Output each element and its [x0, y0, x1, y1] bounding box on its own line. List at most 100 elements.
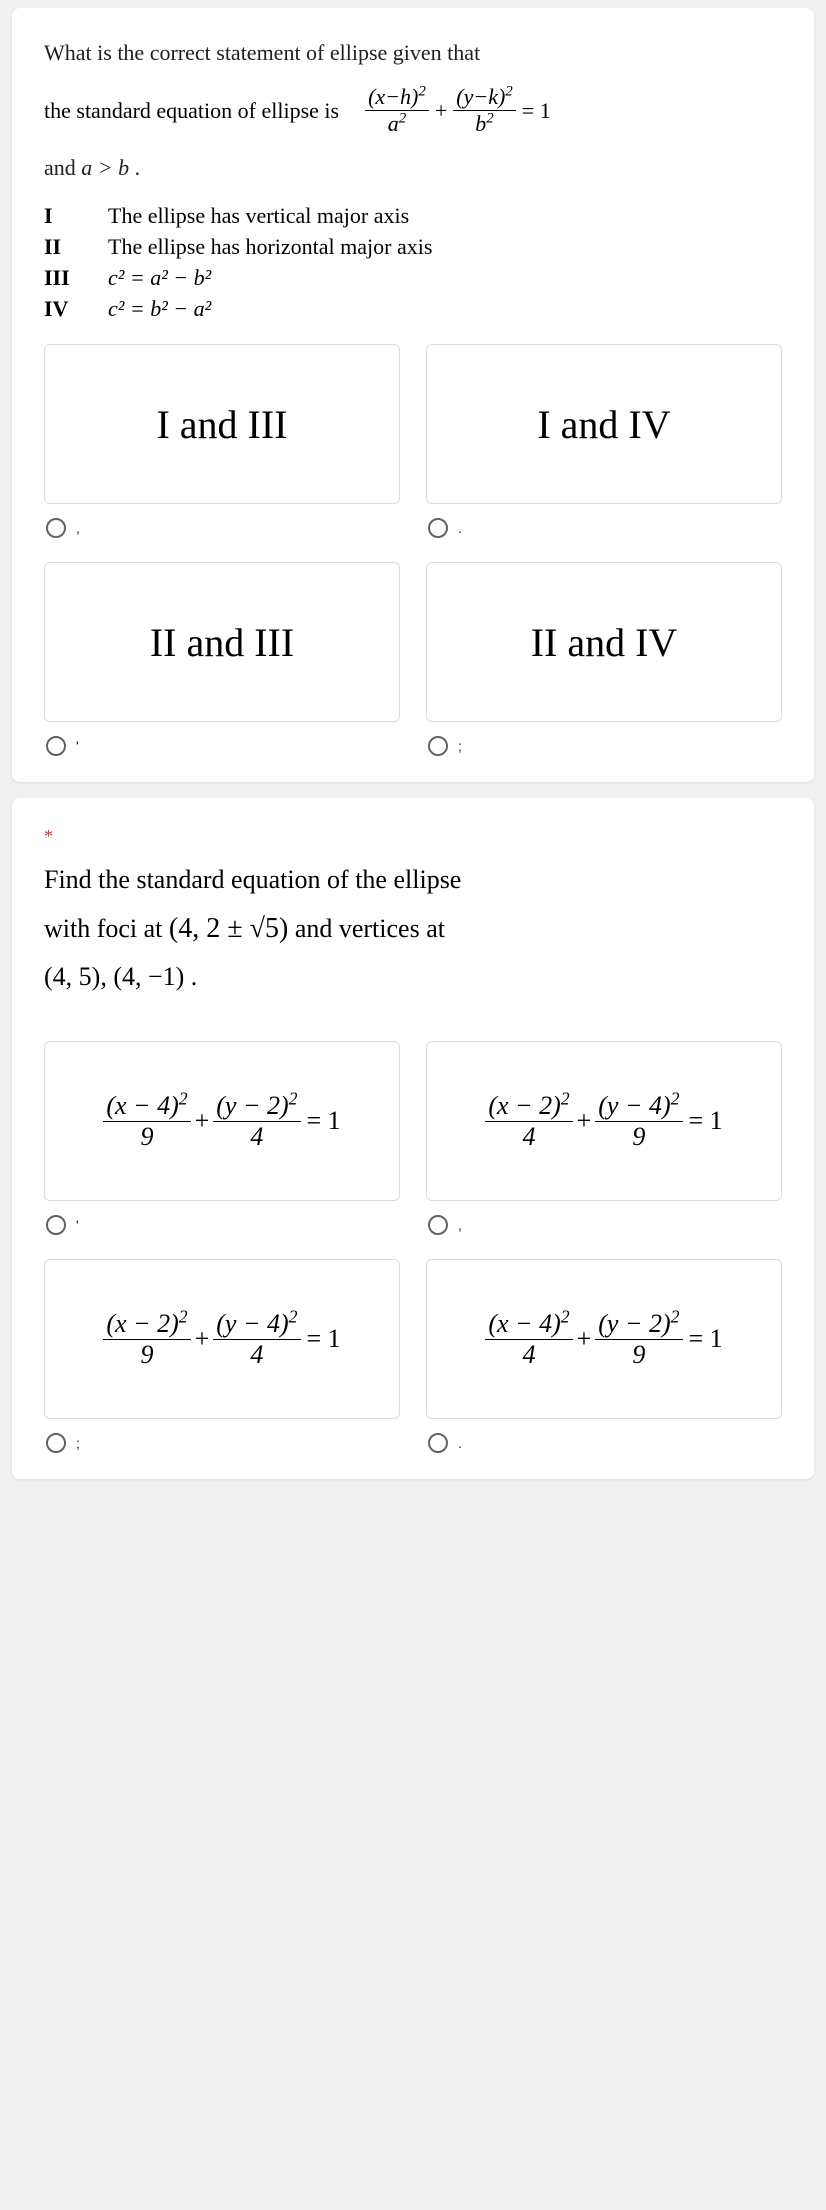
- q2-text: Find the standard equation of the ellips…: [44, 857, 782, 1001]
- q1-den1b: a: [388, 111, 399, 136]
- radio-icon: [46, 518, 66, 538]
- q1-option-box-a[interactable]: I and III: [44, 344, 400, 504]
- q1-intro3-rel: a > b: [81, 155, 129, 180]
- rn-4: IV: [44, 296, 82, 322]
- oc-d1: 9: [137, 1340, 156, 1370]
- ob-n2: (y − 4): [598, 1091, 670, 1120]
- ob-eq: = 1: [689, 1106, 723, 1136]
- statement-row: IV c² = b² − a²: [44, 296, 782, 322]
- oa-n2: (y − 2): [216, 1091, 288, 1120]
- q1-opt-c-label: II and III: [150, 619, 294, 666]
- oa-plus: +: [195, 1106, 210, 1136]
- q1-intro2-pre: the standard equation of ellipse is: [44, 98, 339, 124]
- ob-d2: 9: [629, 1122, 648, 1152]
- radio-icon: [428, 518, 448, 538]
- q2-option-box-b[interactable]: (x − 2)24 + (y − 4)29 = 1: [426, 1041, 782, 1201]
- q1-options-grid: I and III , I and IV . II and III ' II a…: [44, 344, 782, 762]
- q1-eq: = 1: [522, 98, 551, 124]
- oc-e1: 2: [179, 1306, 188, 1326]
- statement-row: IIIc² = a² − b²: [44, 265, 782, 291]
- q2-option-box-c[interactable]: (x − 2)29 + (y − 4)24 = 1: [44, 1259, 400, 1419]
- od-e2: 2: [671, 1306, 680, 1326]
- q1-intro3-pre: and: [44, 155, 81, 180]
- q1-radio-a-label: ,: [76, 520, 80, 536]
- oa-n1: (x − 4): [106, 1091, 178, 1120]
- oc-n1: (x − 2): [106, 1309, 178, 1338]
- q2-options-grid: (x − 4)29 + (y − 2)24 = 1 ' (x − 2)24 + …: [44, 1041, 782, 1459]
- q1-den2e: 2: [486, 111, 493, 127]
- q2-option-box-a[interactable]: (x − 4)29 + (y − 2)24 = 1: [44, 1041, 400, 1201]
- od-d2: 9: [629, 1340, 648, 1370]
- q2-radio-d[interactable]: .: [426, 1433, 782, 1453]
- ob-d1: 4: [519, 1122, 538, 1152]
- q1-radio-a[interactable]: ,: [44, 518, 400, 538]
- q1-option-box-d[interactable]: II and IV: [426, 562, 782, 722]
- q2-line3: (4, 5), (4, −1) .: [44, 954, 782, 1001]
- q1-intro3-post: .: [129, 155, 140, 180]
- question-card-2: * Find the standard equation of the elli…: [12, 798, 814, 1479]
- q2-foci: (4, 2 ± √5): [169, 913, 288, 944]
- radio-icon: [428, 1433, 448, 1453]
- statement-row: IThe ellipse has vertical major axis: [44, 203, 782, 229]
- radio-icon: [46, 736, 66, 756]
- q2-option-d: (x − 4)24 + (y − 2)29 = 1 .: [426, 1259, 782, 1459]
- q2-line1: Find the standard equation of the ellips…: [44, 857, 782, 904]
- od-d1: 4: [519, 1340, 538, 1370]
- rn-1: I: [44, 203, 82, 229]
- od-n1: (x − 4): [488, 1309, 560, 1338]
- question-card-1: What is the correct statement of ellipse…: [12, 8, 814, 782]
- q2-rd-label: .: [458, 1435, 462, 1451]
- oa-eq: = 1: [307, 1106, 341, 1136]
- q1-radio-d[interactable]: ;: [426, 736, 782, 756]
- oc-n2: (y − 4): [216, 1309, 288, 1338]
- q1-frac-xh: (x−h)2 a2: [365, 84, 429, 137]
- q1-num1: (x−h): [368, 84, 418, 109]
- q1-radio-b-label: .: [458, 520, 462, 536]
- st-2: The ellipse has horizontal major axis: [108, 234, 432, 260]
- ob-e1: 2: [561, 1088, 570, 1108]
- radio-icon: [428, 736, 448, 756]
- q2-line2: with foci at (4, 2 ± √5) and vertices at: [44, 904, 782, 954]
- od-n2: (y − 2): [598, 1309, 670, 1338]
- required-star: *: [44, 826, 782, 847]
- q1-option-c: II and III ': [44, 562, 400, 762]
- q1-opt-d-label: II and IV: [531, 619, 678, 666]
- q1-intro-line1: What is the correct statement of ellipse…: [44, 36, 782, 70]
- q1-radio-c[interactable]: ': [44, 736, 400, 756]
- oc-d2: 4: [247, 1340, 266, 1370]
- q2-l2-post: and vertices at: [288, 914, 445, 943]
- q1-radio-c-label: ': [76, 738, 79, 754]
- q1-intro-line3: and a > b .: [44, 151, 782, 185]
- q1-frac-yk: (y−k)2 b2: [453, 84, 516, 137]
- q2-option-a: (x − 4)29 + (y − 2)24 = 1 ': [44, 1041, 400, 1241]
- q1-statements: IThe ellipse has vertical major axis IIT…: [44, 203, 782, 322]
- ob-plus: +: [577, 1106, 592, 1136]
- q1-option-box-c[interactable]: II and III: [44, 562, 400, 722]
- oa-d2: 4: [247, 1122, 266, 1152]
- radio-icon: [46, 1215, 66, 1235]
- q2-option-box-d[interactable]: (x − 4)24 + (y − 2)29 = 1: [426, 1259, 782, 1419]
- q2-radio-c[interactable]: ;: [44, 1433, 400, 1453]
- radio-icon: [428, 1215, 448, 1235]
- q1-option-b: I and IV .: [426, 344, 782, 544]
- oa-d1: 9: [137, 1122, 156, 1152]
- q1-den2b: b: [475, 111, 486, 136]
- q1-plus: +: [435, 98, 447, 124]
- q2-ra-label: ': [76, 1217, 79, 1233]
- q2-radio-a[interactable]: ': [44, 1215, 400, 1235]
- q1-option-box-b[interactable]: I and IV: [426, 344, 782, 504]
- q2-radio-b[interactable]: ,: [426, 1215, 782, 1235]
- radio-icon: [46, 1433, 66, 1453]
- ob-n1: (x − 2): [488, 1091, 560, 1120]
- od-eq: = 1: [689, 1324, 723, 1354]
- q2-l2-pre: with foci at: [44, 914, 169, 943]
- oc-plus: +: [195, 1324, 210, 1354]
- st-4: c² = b² − a²: [108, 296, 211, 322]
- rn-3: III: [44, 265, 82, 291]
- oc-eq: = 1: [307, 1324, 341, 1354]
- oa-e2: 2: [289, 1088, 298, 1108]
- q1-intro-line2: the standard equation of ellipse is (x−h…: [44, 84, 782, 137]
- oa-e1: 2: [179, 1088, 188, 1108]
- q1-radio-b[interactable]: .: [426, 518, 782, 538]
- q1-exp2: 2: [505, 84, 512, 100]
